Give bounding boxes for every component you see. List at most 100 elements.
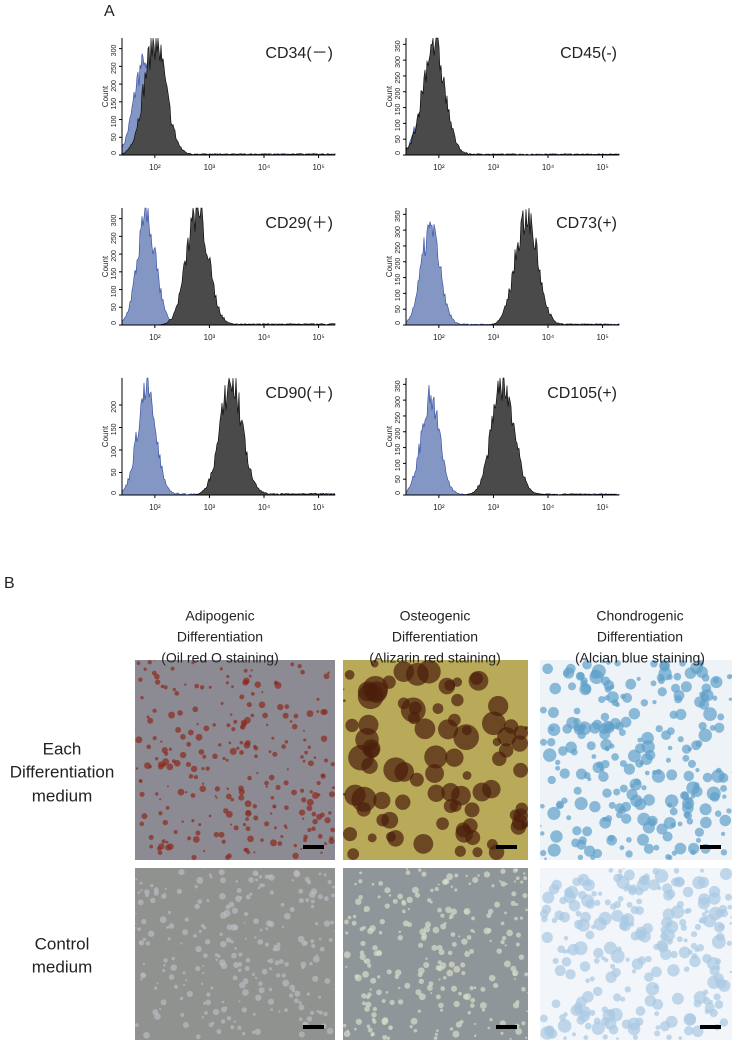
stain-spot [589,1010,595,1016]
stain-spot [233,962,239,968]
stain-spot [406,868,408,870]
stain-spot [144,762,151,769]
stain-spot [206,766,210,770]
stain-spot [615,702,620,707]
stain-spot [240,741,244,745]
stain-spot [289,985,295,991]
stain-spot [243,678,250,685]
stain-spot [327,672,329,674]
x-tick-label: 10⁵ [596,333,608,342]
stain-spot [311,827,315,831]
stain-spot [305,898,309,902]
stain-spot [523,876,527,880]
stain-spot [158,811,162,815]
stain-spot [197,899,202,904]
stain-spot [436,1029,439,1032]
stain-spot [153,736,157,740]
stain-spot [604,942,617,955]
stain-spot [282,973,286,977]
stain-spot [433,927,440,934]
stain-spot [444,879,448,883]
stain-spot [699,722,707,730]
stain-spot [435,1033,438,1036]
stain-spot [217,954,221,958]
stain-spot [331,762,335,766]
stain-spot [613,874,621,882]
stain-spot [246,810,251,815]
stain-spot [239,789,245,795]
stain-spot [695,768,699,772]
stain-spot [321,735,327,741]
stain-spot [174,985,178,989]
stain-spot [714,993,721,1000]
y-tick-label: 350 [395,40,402,52]
stain-spot [678,1036,682,1040]
stain-spot [307,880,311,884]
stain-spot [203,725,209,731]
stain-spot [542,932,553,943]
stain-spot [594,1017,601,1024]
stain-spot [678,822,683,827]
stain-spot [609,1008,623,1022]
stain-spot [239,694,244,699]
stain-spot [471,916,475,920]
stain-spot [269,775,275,781]
stain-spot [314,756,317,759]
stain-spot [161,999,167,1005]
stain-spot [137,661,141,665]
stain-spot [703,997,711,1005]
stain-spot [373,1007,377,1011]
stain-spot [165,888,167,890]
stain-spot [601,956,605,960]
stain-spot [683,887,694,898]
stain-spot [226,937,231,942]
stain-spot [470,998,475,1003]
stain-spot [345,931,348,934]
stain-spot [470,672,483,685]
stain-spot [143,1032,150,1039]
stain-spot [715,1000,724,1009]
stain-spot [345,966,347,968]
stain-spot [310,1011,314,1015]
stain-spot [212,723,215,726]
stain-spot [294,998,299,1003]
stain-spot [312,812,317,817]
stain-spot [163,958,167,962]
stain-spot [358,879,362,883]
stain-spot [618,896,624,902]
stain-spot [193,836,200,843]
stain-spot [540,804,545,809]
stain-spot [480,1002,487,1009]
stain-spot [196,1034,201,1039]
stain-spot [253,1013,256,1016]
stain-spot [265,1039,266,1040]
marker-label: CD29(＋) [265,215,333,232]
stain-spot [719,924,725,930]
stain-spot [486,913,491,918]
stain-spot [605,815,612,822]
stain-spot [438,960,442,964]
stain-spot [424,926,430,932]
stain-spot [631,906,639,914]
stain-spot [185,917,189,921]
stain-spot [276,942,280,946]
stain-spot [203,850,205,852]
stain-spot [260,929,263,932]
stain-spot [661,928,675,942]
stain-spot [601,1017,610,1026]
stain-spot [354,1028,357,1031]
stain-spot [174,760,181,767]
stain-spot [436,965,442,971]
stain-spot [376,950,382,956]
stain-spot [139,792,144,797]
stain-spot [563,1036,567,1040]
stain-spot [276,973,280,977]
stain-spot [242,1032,245,1035]
stain-spot [256,868,257,869]
stain-spot [193,934,197,938]
stain-spot [164,685,168,689]
stain-spot [235,880,238,883]
stain-spot [394,762,414,782]
stain-spot [307,710,314,717]
column-header: Differentiation [392,629,478,645]
